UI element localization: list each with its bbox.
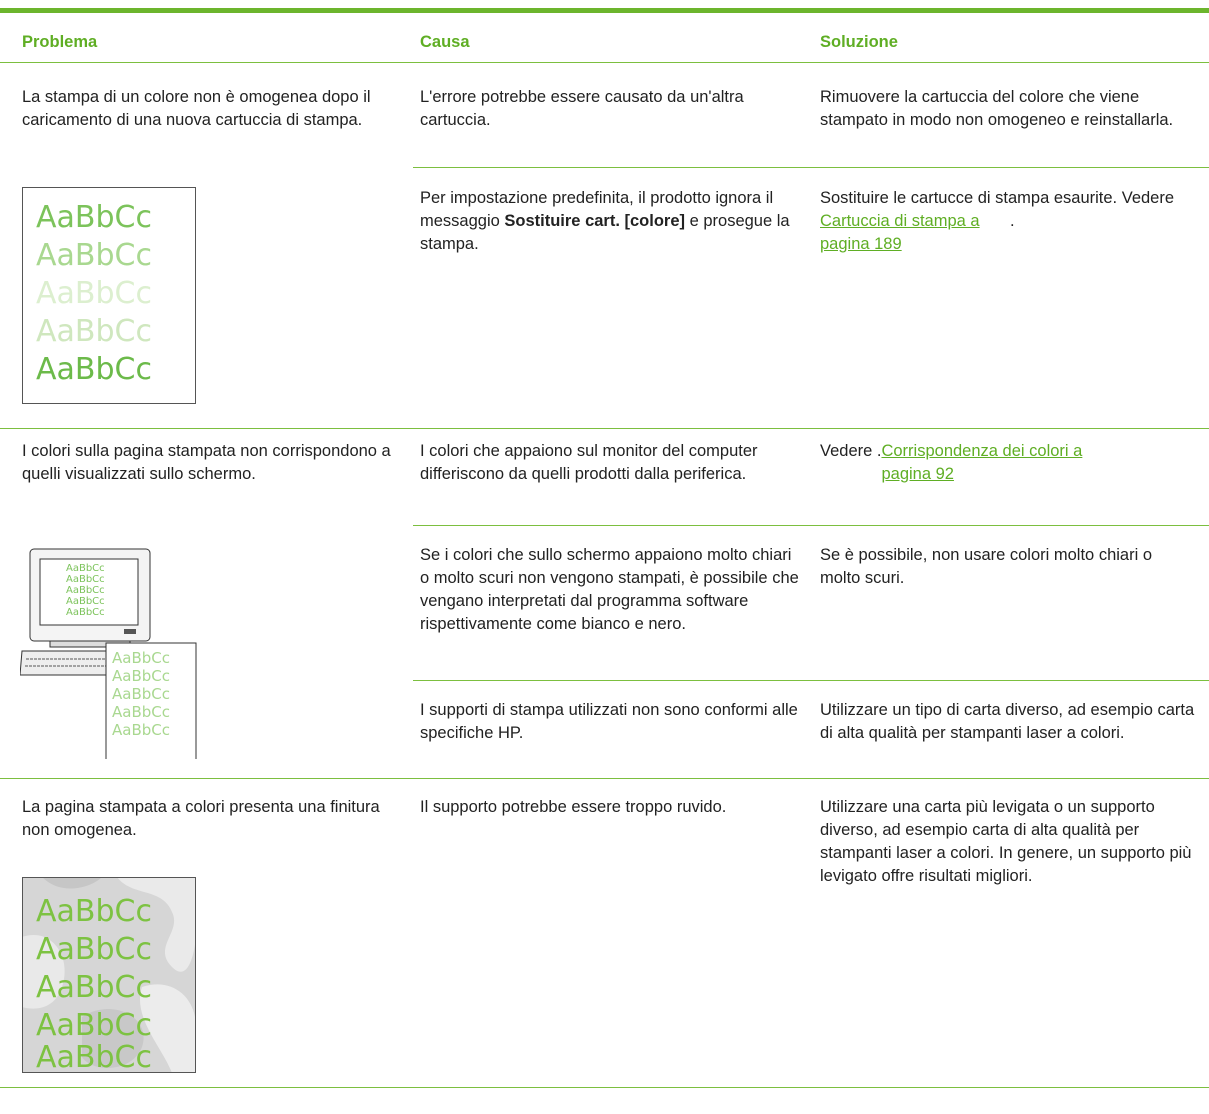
sample-text: AaBbCc: [66, 596, 105, 607]
rule: [0, 778, 1209, 779]
sample-text: AaBbCc: [36, 1008, 152, 1043]
keyboard: [20, 650, 117, 676]
link[interactable]: Corrispondenza dei colori a pagina 92: [881, 442, 1083, 483]
text: Per impostazione predefinita, il prodott…: [420, 189, 774, 230]
top-rule: [0, 8, 1209, 13]
solution: Utilizzare una carta più levigata o un s…: [820, 798, 1192, 885]
sample-text: AaBbCc: [112, 649, 170, 667]
sample-text: AaBbCc: [112, 703, 170, 721]
rule: [413, 167, 1209, 168]
solution: Vedere .Corrispondenza dei colori a pagi…: [820, 440, 1195, 486]
text: Sostituire le cartucce di stampa esaurit…: [820, 189, 1175, 207]
rule: [0, 1087, 1209, 1088]
paper: [22, 187, 196, 404]
text: Vedere .: [820, 442, 882, 460]
mottled-background: [22, 877, 196, 1073]
sample-text: AaBbCc: [66, 563, 105, 574]
sample-text: AaBbCc: [36, 276, 152, 311]
sample-text: AaBbCc: [36, 238, 152, 273]
sample-text: AaBbCc: [66, 607, 105, 618]
text: e prosegue la stampa.: [420, 212, 790, 253]
header: Soluzione: [820, 33, 898, 51]
solution: Se è possibile, non usare colori molto c…: [820, 546, 1153, 587]
cause: I supporti di stampa utilizzati non sono…: [420, 701, 798, 742]
link[interactable]: Cartuccia di stampa a pagina 189: [820, 212, 980, 253]
sample-text: AaBbCc: [36, 894, 152, 929]
sample-text: AaBbCc: [36, 970, 152, 1005]
solution: Utilizzare un tipo di carta diverso, ad …: [820, 701, 1195, 742]
illustration: AaBbCc AaBbCc AaBbCc AaBbCc AaBbCc AaBbC…: [20, 548, 197, 759]
paper: [22, 877, 196, 1073]
rule: [413, 680, 1209, 681]
sample-text: AaBbCc: [36, 314, 152, 349]
sample-text: AaBbCc: [36, 200, 152, 235]
sample-text: AaBbCc: [112, 685, 170, 703]
problem: I colori sulla pagina stampata non corri…: [22, 442, 391, 483]
illustration: AaBbCc AaBbCc AaBbCc AaBbCc AaBbCc: [22, 187, 196, 404]
problem: La stampa di un colore non è omogenea do…: [22, 88, 371, 129]
cause: I colori che appaiono sul monitor del co…: [420, 442, 758, 483]
sample-text: AaBbCc: [112, 721, 170, 739]
sample-text: AaBbCc: [36, 1040, 152, 1073]
header: Problema: [22, 33, 98, 51]
sample-text: AaBbCc: [66, 585, 105, 596]
sample-text: AaBbCc: [66, 574, 105, 585]
sample-text: AaBbCc: [112, 667, 170, 685]
sample-text: AaBbCc: [36, 352, 152, 387]
problem: La pagina stampata a colori presenta una…: [22, 798, 380, 839]
cause: L'errore potrebbe essere causato da un'a…: [420, 88, 744, 129]
sample-text: AaBbCc: [36, 932, 152, 967]
illustration: AaBbCc AaBbCc AaBbCc AaBbCc AaBbCc: [22, 877, 196, 1073]
header: Causa: [420, 33, 470, 51]
cause: Per impostazione predefinita, il prodott…: [420, 187, 800, 256]
rule: [0, 428, 1209, 429]
message: Sostituire cart. [colore]: [504, 212, 686, 230]
rule: [0, 62, 1209, 63]
rule: [413, 525, 1209, 526]
solution: Sostituire le cartucce di stampa esaurit…: [820, 187, 1195, 256]
solution: Rimuovere la cartuccia del colore che vi…: [820, 88, 1174, 129]
paper: [105, 642, 197, 759]
button: [124, 629, 136, 634]
text: .: [1010, 212, 1015, 230]
cause: Se i colori che sullo schermo appaiono m…: [420, 546, 799, 633]
screen: [39, 558, 139, 626]
cause: Il supporto potrebbe essere troppo ruvid…: [420, 798, 727, 816]
